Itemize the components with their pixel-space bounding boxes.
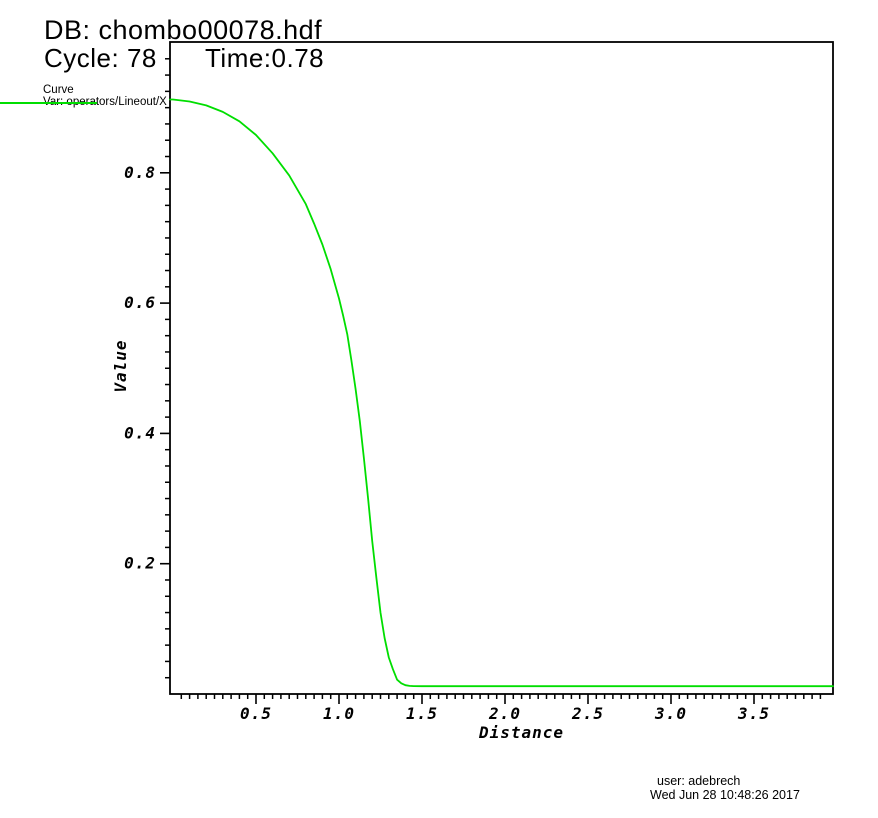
legend-title: Curve bbox=[43, 84, 74, 96]
x-axis-tick-label: 0.5 bbox=[240, 704, 272, 723]
x-axis-tick-label: 3.5 bbox=[737, 704, 770, 723]
y-axis-tick-label: 0.8 bbox=[124, 163, 156, 182]
footer-date-label: Wed Jun 28 10:48:26 2017 bbox=[650, 788, 800, 802]
plot-cycle-label: Cycle: 78 bbox=[44, 43, 157, 73]
x-axis-tick-label: 3.0 bbox=[654, 704, 687, 723]
x-axis-tick-label: 2.0 bbox=[488, 704, 521, 723]
y-axis-title: Value bbox=[111, 339, 130, 392]
footer-user-label: user: adebrech bbox=[657, 774, 741, 788]
x-axis-tick-label: 1.5 bbox=[406, 704, 438, 723]
plot-frame bbox=[169, 41, 834, 695]
legend-var-label: Var: operators/Lineout/X bbox=[43, 95, 167, 108]
y-axis-tick-label: 0.2 bbox=[124, 554, 156, 573]
y-axis-tick-label: 0.4 bbox=[124, 423, 156, 442]
plot-time-label: Time:0.78 bbox=[205, 43, 325, 73]
curve-line bbox=[169, 98, 834, 688]
x-axis-tick-label: 1.0 bbox=[323, 704, 355, 723]
y-axis-tick-label: 0.6 bbox=[124, 293, 156, 312]
legend-color-swatch bbox=[0, 102, 97, 104]
x-axis-tick-label: 2.5 bbox=[571, 704, 604, 723]
x-axis-title: Distance bbox=[478, 723, 564, 742]
plot-db-title: DB: chombo00078.hdf bbox=[44, 15, 323, 45]
